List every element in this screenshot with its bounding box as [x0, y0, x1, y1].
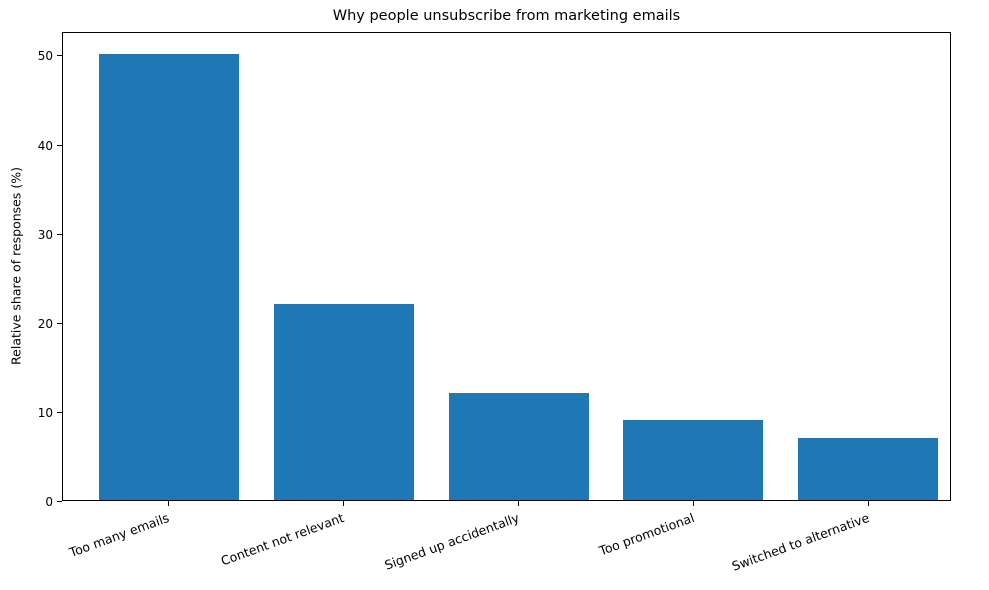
y-tick-label: 40 — [37, 139, 53, 153]
x-tick-label: Switched to alternative — [729, 510, 872, 574]
bar-content-not-relevant — [274, 304, 414, 500]
x-tick-mark — [168, 501, 169, 506]
x-tick-mark — [693, 501, 694, 506]
y-tick-mark — [57, 412, 62, 413]
y-axis-label: Relative share of responses (%) — [8, 167, 24, 365]
x-tick-label: Content not relevant — [219, 510, 347, 569]
y-tick-mark — [57, 323, 62, 324]
y-tick-label: 50 — [37, 49, 53, 63]
x-tick-mark — [343, 501, 344, 506]
y-tick-mark — [57, 55, 62, 56]
bar-too-promotional — [623, 420, 763, 500]
y-tick-mark — [57, 501, 62, 502]
x-tick-label: Signed up accidentally — [382, 510, 522, 573]
y-tick-label: 10 — [37, 406, 53, 420]
plot-area — [62, 32, 951, 501]
x-tick-mark — [518, 501, 519, 506]
y-tick-label: 30 — [37, 228, 53, 242]
chart-title: Why people unsubscribe from marketing em… — [332, 8, 681, 24]
bar-too-many-emails — [99, 54, 239, 500]
y-tick-label: 20 — [37, 317, 53, 331]
y-tick-label: 0 — [45, 495, 53, 509]
y-tick-mark — [57, 234, 62, 235]
y-tick-mark — [57, 145, 62, 146]
x-tick-mark — [868, 501, 869, 506]
x-tick-label: Too many emails — [67, 510, 172, 560]
bar-signed-up-accidentally — [449, 393, 589, 500]
bar-switched-to-alternative — [798, 438, 938, 500]
x-tick-label: Too promotional — [596, 510, 697, 559]
